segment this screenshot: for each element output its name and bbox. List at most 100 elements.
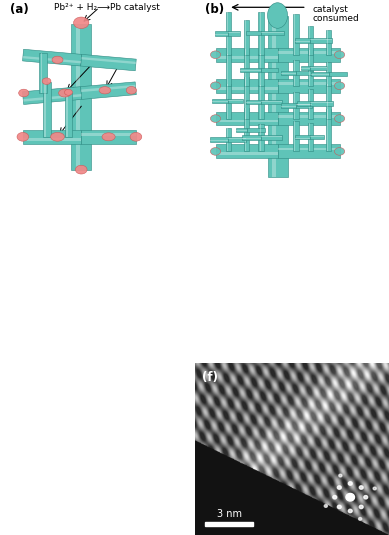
Ellipse shape: [210, 114, 221, 123]
Polygon shape: [215, 34, 228, 35]
Polygon shape: [228, 31, 240, 35]
Ellipse shape: [210, 51, 221, 58]
Polygon shape: [245, 20, 246, 55]
Text: (e): (e): [7, 371, 26, 384]
Polygon shape: [277, 114, 340, 118]
Polygon shape: [310, 136, 324, 137]
Polygon shape: [280, 103, 296, 108]
Polygon shape: [301, 66, 310, 70]
Polygon shape: [296, 104, 312, 105]
Polygon shape: [246, 100, 261, 104]
Polygon shape: [216, 120, 277, 123]
Polygon shape: [242, 135, 261, 140]
Bar: [205, 350, 263, 354]
Polygon shape: [329, 72, 347, 76]
Polygon shape: [244, 108, 249, 151]
Ellipse shape: [210, 148, 221, 155]
Polygon shape: [258, 12, 264, 55]
Polygon shape: [310, 38, 332, 43]
Polygon shape: [81, 55, 136, 71]
Polygon shape: [258, 85, 264, 119]
Polygon shape: [296, 103, 312, 108]
Circle shape: [337, 486, 341, 489]
Ellipse shape: [52, 56, 63, 64]
Polygon shape: [237, 127, 247, 132]
Text: 20 μm: 20 μm: [218, 337, 250, 347]
Polygon shape: [310, 66, 328, 70]
Polygon shape: [244, 77, 249, 119]
Polygon shape: [23, 94, 82, 102]
Polygon shape: [294, 14, 295, 55]
Polygon shape: [41, 53, 42, 93]
Polygon shape: [327, 62, 328, 86]
Polygon shape: [81, 130, 136, 144]
Ellipse shape: [19, 89, 29, 97]
Polygon shape: [228, 99, 243, 103]
Polygon shape: [65, 93, 72, 137]
Text: 5 μm: 5 μm: [21, 509, 46, 519]
Polygon shape: [42, 82, 51, 137]
Polygon shape: [246, 102, 261, 103]
Polygon shape: [295, 38, 310, 43]
Polygon shape: [309, 50, 310, 86]
Polygon shape: [227, 12, 228, 55]
Polygon shape: [245, 77, 246, 119]
Polygon shape: [310, 72, 329, 76]
Polygon shape: [247, 127, 265, 132]
Polygon shape: [308, 89, 313, 119]
Polygon shape: [227, 54, 228, 86]
Polygon shape: [294, 92, 295, 119]
Polygon shape: [228, 32, 240, 33]
Bar: [14, 350, 53, 354]
Polygon shape: [226, 83, 231, 119]
Polygon shape: [216, 56, 277, 58]
Polygon shape: [296, 71, 313, 75]
Polygon shape: [277, 51, 340, 54]
Polygon shape: [242, 138, 261, 139]
Polygon shape: [76, 24, 80, 170]
Polygon shape: [309, 89, 310, 119]
Polygon shape: [297, 104, 310, 105]
Polygon shape: [261, 101, 282, 102]
Polygon shape: [44, 82, 46, 137]
Polygon shape: [216, 79, 277, 93]
Text: (a): (a): [10, 3, 29, 16]
Ellipse shape: [59, 89, 71, 97]
Polygon shape: [81, 133, 136, 136]
Circle shape: [364, 495, 368, 499]
Polygon shape: [258, 54, 264, 86]
Text: (c): (c): [7, 199, 25, 212]
Polygon shape: [228, 100, 243, 101]
Circle shape: [359, 517, 362, 520]
Polygon shape: [81, 85, 136, 92]
Polygon shape: [310, 74, 329, 75]
Ellipse shape: [210, 82, 221, 89]
Polygon shape: [247, 128, 265, 129]
Polygon shape: [261, 32, 284, 33]
Polygon shape: [308, 123, 313, 151]
Ellipse shape: [65, 89, 72, 95]
Polygon shape: [216, 144, 277, 158]
Polygon shape: [326, 109, 331, 151]
Polygon shape: [240, 70, 261, 71]
Text: 5 μm: 5 μm: [21, 337, 46, 347]
Polygon shape: [261, 31, 284, 35]
Polygon shape: [310, 102, 333, 103]
Polygon shape: [296, 135, 310, 140]
Ellipse shape: [102, 133, 115, 141]
Text: (d): (d): [202, 199, 221, 212]
Circle shape: [359, 505, 363, 509]
Ellipse shape: [335, 82, 345, 89]
Polygon shape: [294, 60, 295, 86]
Polygon shape: [245, 108, 246, 151]
Polygon shape: [210, 140, 228, 141]
Ellipse shape: [335, 114, 345, 123]
Circle shape: [337, 505, 341, 509]
Polygon shape: [296, 137, 310, 139]
Polygon shape: [281, 73, 296, 74]
Bar: [14, 522, 53, 525]
Polygon shape: [310, 102, 333, 106]
Ellipse shape: [335, 51, 345, 58]
Polygon shape: [297, 102, 310, 106]
Polygon shape: [261, 100, 282, 104]
